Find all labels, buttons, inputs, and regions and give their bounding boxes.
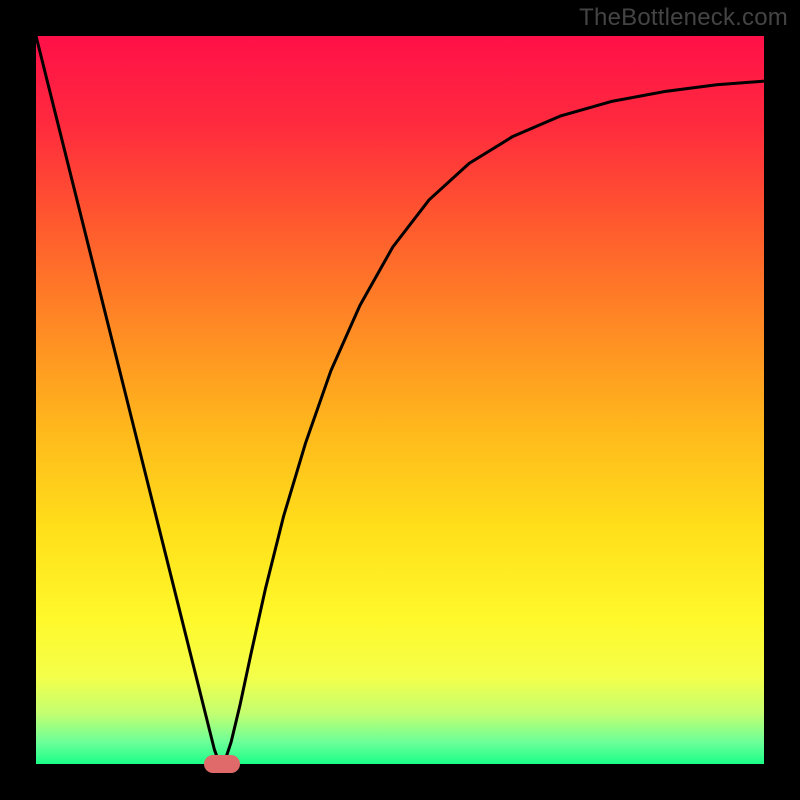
chart-plot-area [36, 36, 764, 764]
chart-stage: TheBottleneck.com [0, 0, 800, 800]
chart-background-gradient [36, 36, 764, 764]
watermark-text: TheBottleneck.com [579, 4, 788, 32]
optimum-marker [204, 755, 240, 773]
chart-svg [36, 36, 764, 764]
